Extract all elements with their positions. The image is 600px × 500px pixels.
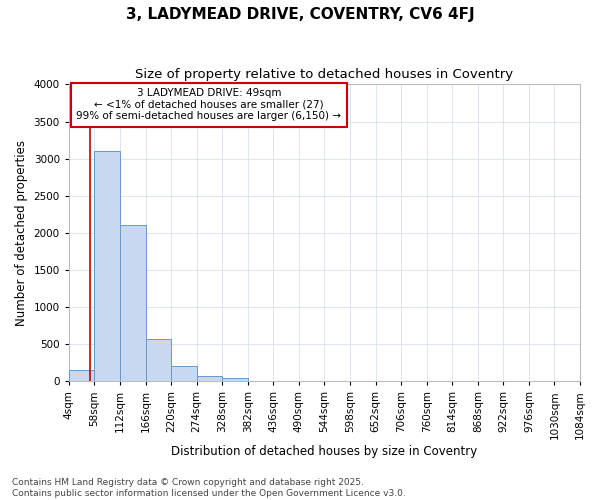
Bar [222, 378, 248, 382]
Text: Contains HM Land Registry data © Crown copyright and database right 2025.
Contai: Contains HM Land Registry data © Crown c… [12, 478, 406, 498]
Bar [146, 338, 171, 382]
Bar [171, 366, 197, 382]
Bar [197, 376, 222, 382]
Y-axis label: Number of detached properties: Number of detached properties [15, 140, 28, 326]
Title: Size of property relative to detached houses in Coventry: Size of property relative to detached ho… [136, 68, 514, 80]
Bar [248, 380, 273, 382]
Text: 3, LADYMEAD DRIVE, COVENTRY, CV6 4FJ: 3, LADYMEAD DRIVE, COVENTRY, CV6 4FJ [125, 8, 475, 22]
X-axis label: Distribution of detached houses by size in Coventry: Distribution of detached houses by size … [171, 444, 478, 458]
Bar [69, 370, 94, 382]
Text: 3 LADYMEAD DRIVE: 49sqm
← <1% of detached houses are smaller (27)
99% of semi-de: 3 LADYMEAD DRIVE: 49sqm ← <1% of detache… [76, 88, 341, 122]
Bar [94, 151, 120, 382]
Bar [120, 226, 146, 382]
